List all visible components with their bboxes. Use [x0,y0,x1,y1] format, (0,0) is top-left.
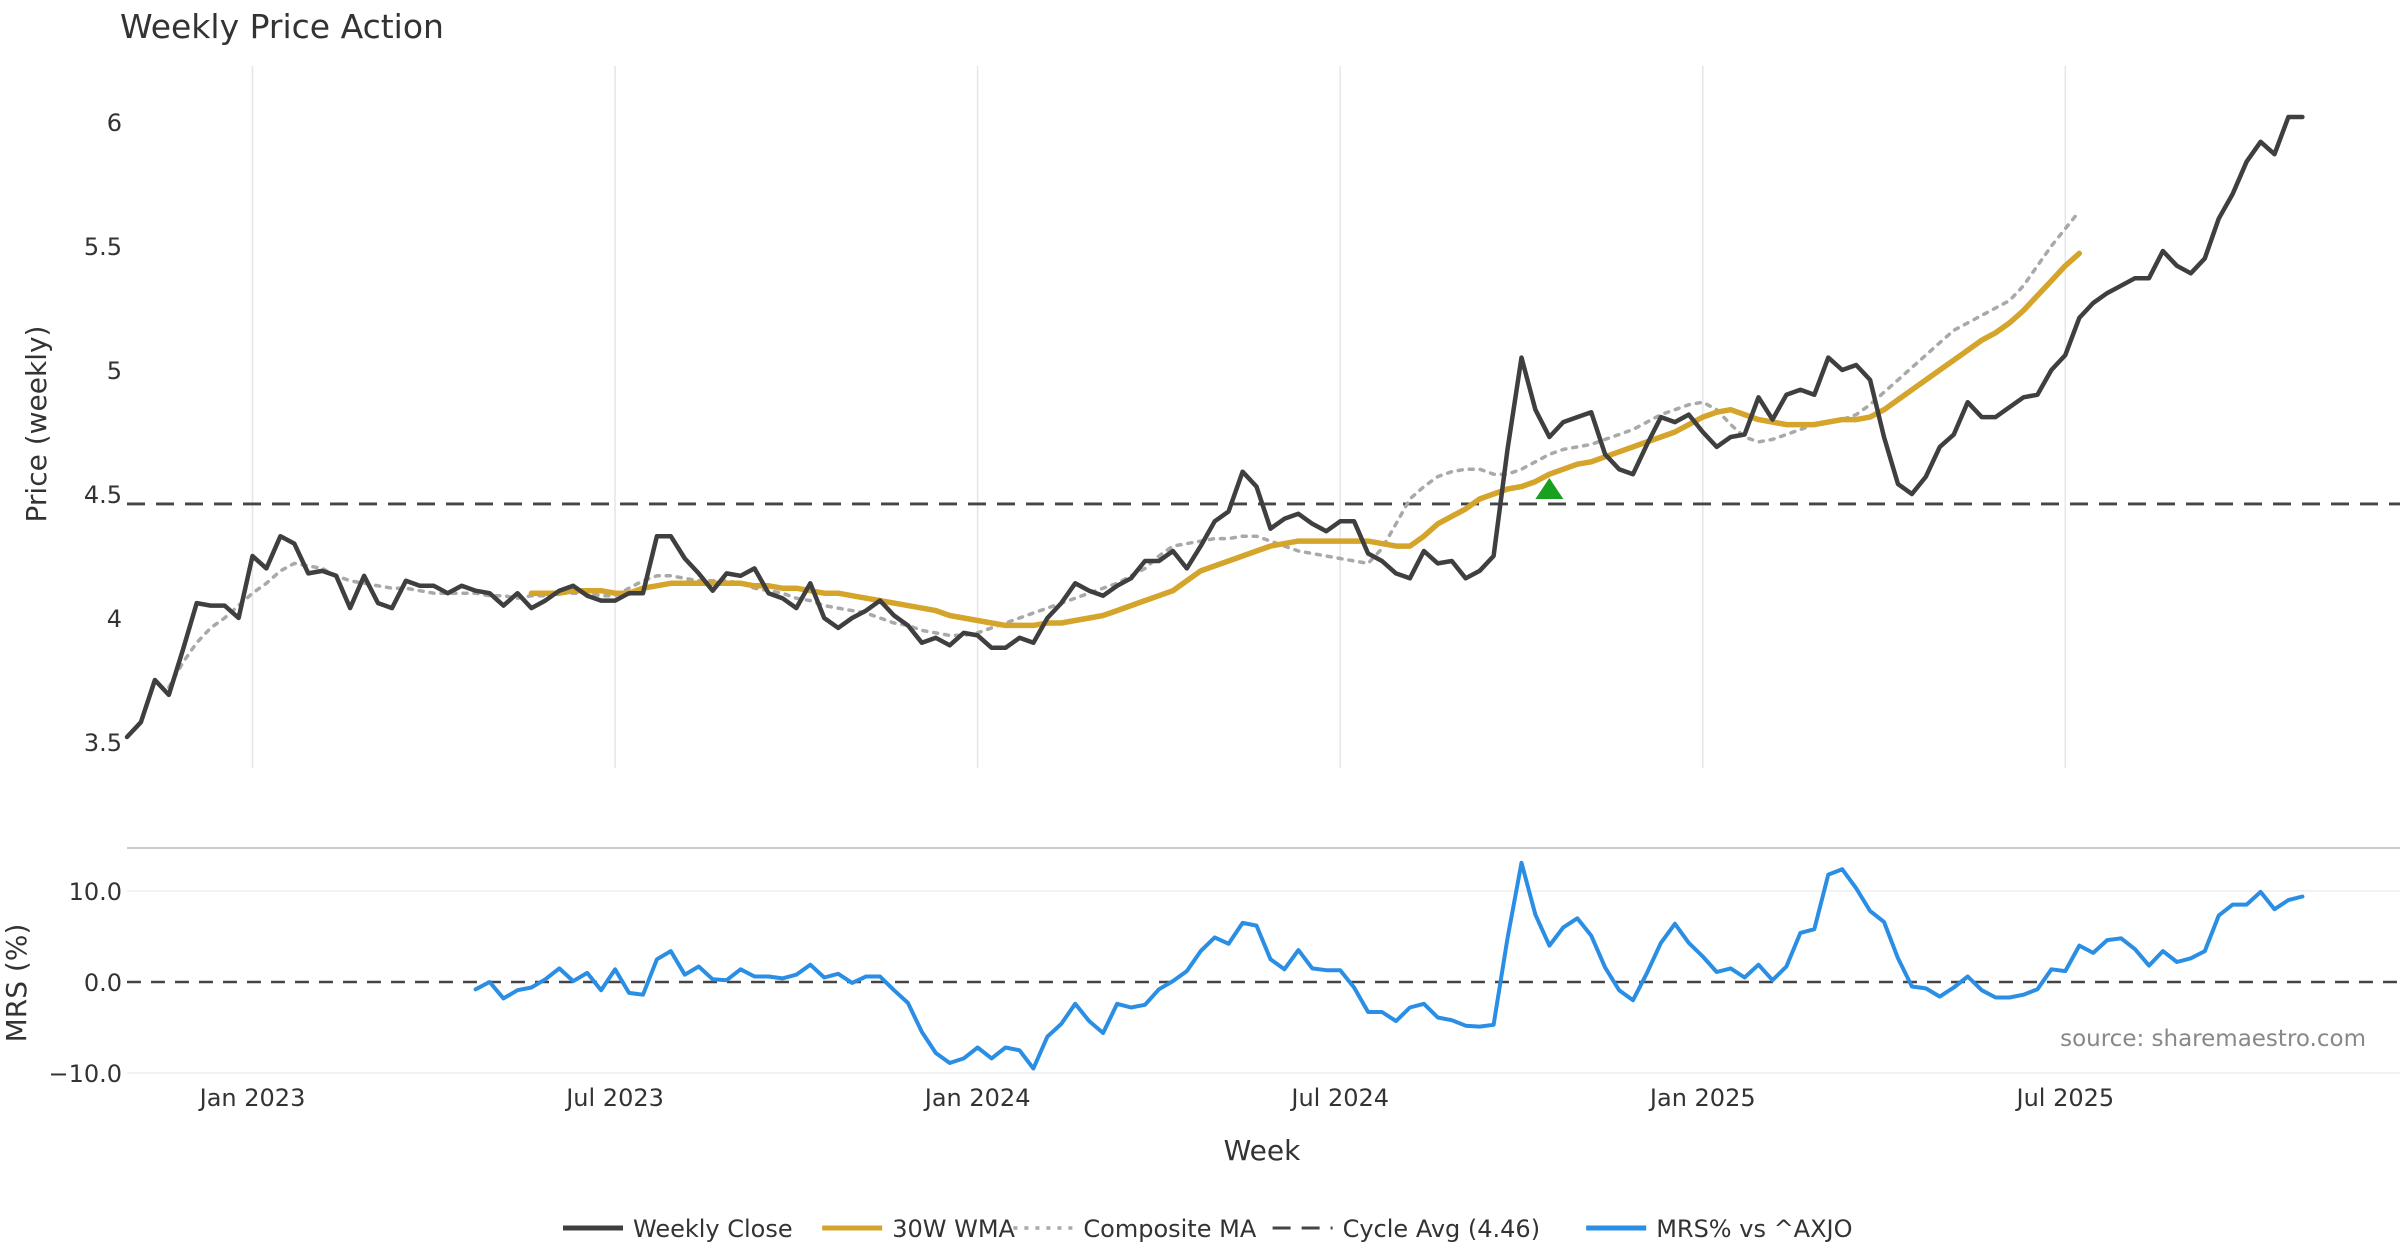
xtick-label: Jul 2023 [564,1084,664,1112]
legend-label: Composite MA [1083,1215,1256,1243]
xtick-label: Jan 2023 [198,1084,306,1112]
price-axis-label: Price (weekly) [20,326,53,523]
xtick-label: Jul 2024 [1289,1084,1389,1112]
mrs-ytick-label: 10.0 [69,878,122,906]
series-30w-wma [528,250,2083,629]
price-panel: 3.5 4 4.5 5 5.5 6 [84,66,2400,768]
price-ytick-label: 5.5 [84,233,122,261]
mrs-axis-label: MRS (%) [0,924,33,1043]
legend: Weekly Close 30W WMA Composite MA Cycle Avg… [563,1215,1853,1243]
price-ytick-label: 4 [107,605,122,633]
mrs-ytick-label: −10.0 [48,1060,122,1088]
price-ytick-label: 3.5 [84,729,122,757]
buy-signal-marker [1535,478,1564,500]
series-mrs-vs-axjo [473,860,2305,1071]
legend-label: Cycle Avg (4.46) [1343,1215,1540,1243]
series-weekly-close [124,114,2305,740]
xtick-label: Jan 2024 [923,1084,1031,1112]
xtick-label: Jan 2025 [1648,1084,1756,1112]
xtick-label: Jul 2025 [2014,1084,2114,1112]
x-axis-title: Week [1224,1134,1301,1167]
legend-label: MRS% vs ^AXJO [1656,1215,1852,1243]
price-ytick-label: 6 [107,109,122,137]
chart-title: Weekly Price Action [120,7,444,46]
price-ytick-label: 4.5 [84,481,122,509]
legend-item: Composite MA [1013,1215,1257,1243]
legend-label: Weekly Close [633,1215,793,1243]
source-label: source: sharemaestro.com [2060,1026,2366,1052]
legend-item: 30W WMA [822,1215,1016,1243]
price-ytick-label: 5 [107,357,122,385]
legend-label: 30W WMA [892,1215,1015,1243]
legend-item: Weekly Close [563,1215,793,1243]
legend-item: Cycle Avg (4.46) [1272,1215,1540,1243]
mrs-panel: 10.0 0.0 −10.0 Jan 2023 Jul 2023 Jan 2024 Jul … [48,847,2400,1112]
mrs-ytick-label: 0.0 [84,969,122,997]
legend-item: MRS% vs ^AXJO [1586,1215,1853,1243]
series-composite-ma [167,209,2082,690]
